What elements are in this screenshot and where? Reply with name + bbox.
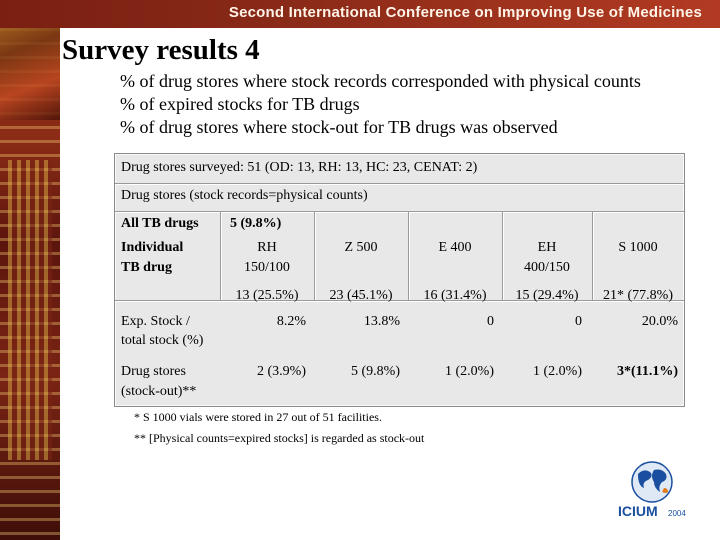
stockout-value: 5 (9.8%) — [351, 364, 400, 379]
logo-year: 2004 — [668, 509, 686, 518]
temple-pillar-image — [8, 160, 52, 460]
table-column-divider — [220, 212, 222, 300]
slide-title: Survey results 4 — [62, 34, 260, 66]
expired-label: Exp. Stock / — [121, 314, 190, 329]
records-value: 21* (77.8%) — [603, 288, 673, 303]
surveyed-row: Drug stores surveyed: 51 (OD: 13, RH: 13… — [121, 160, 478, 175]
all-tb-label: All TB drugs — [121, 216, 199, 231]
stockout-label: (stock-out)** — [121, 384, 197, 399]
drug-name: EH — [537, 240, 557, 255]
logo-text: ICIUM — [618, 503, 658, 519]
table-column-divider — [408, 212, 410, 300]
drug-dose: 400/150 — [524, 260, 570, 275]
individual-label: Individual — [121, 240, 184, 255]
table-column-divider — [502, 212, 504, 300]
records-header: Drug stores (stock records=physical coun… — [121, 188, 368, 203]
table-column-divider — [592, 212, 594, 300]
records-value: 23 (45.1%) — [329, 288, 393, 303]
table-column-divider — [314, 212, 316, 300]
drug-dose: 150/100 — [244, 260, 290, 275]
globe-icon: ICIUM 2004 — [618, 461, 686, 519]
icium-logo: ICIUM 2004 — [612, 460, 692, 522]
bullet-item: % of drug stores where stock-out for TB … — [120, 117, 558, 137]
expired-label: total stock (%) — [121, 333, 204, 348]
individual-label: TB drug — [121, 260, 172, 275]
stockout-label: Drug stores — [121, 364, 186, 379]
temple-decoration — [0, 0, 60, 540]
stockout-value: 1 (2.0%) — [533, 364, 582, 379]
footnote: * S 1000 vials were stored in 27 out of … — [134, 410, 382, 424]
table-divider — [115, 211, 684, 213]
stockout-value: 1 (2.0%) — [445, 364, 494, 379]
expired-value: 8.2% — [276, 314, 306, 329]
drug-name: Z 500 — [344, 240, 378, 255]
expired-value: 20.0% — [641, 314, 678, 329]
records-value: 15 (29.4%) — [515, 288, 579, 303]
footnote: ** [Physical counts=expired stocks] is r… — [134, 431, 425, 445]
conference-banner: Second International Conference on Impro… — [0, 0, 720, 28]
drug-name: S 1000 — [618, 240, 658, 255]
bullet-list: % of drug stores where stock records cor… — [120, 70, 641, 139]
results-table: Drug stores surveyed: 51 (OD: 13, RH: 13… — [114, 153, 685, 407]
stockout-value: 3*(11.1%) — [616, 364, 678, 379]
expired-value: 13.8% — [363, 314, 400, 329]
conference-title: Second International Conference on Impro… — [228, 4, 702, 21]
records-value: 13 (25.5%) — [235, 288, 299, 303]
drug-name: E 400 — [438, 240, 472, 255]
expired-value: 0 — [487, 314, 494, 329]
expired-value: 0 — [575, 314, 582, 329]
stockout-value: 2 (3.9%) — [257, 364, 306, 379]
drug-name: RH — [257, 240, 277, 255]
bullet-item: % of drug stores where stock records cor… — [120, 71, 641, 91]
table-divider — [115, 183, 684, 185]
bullet-item: % of expired stocks for TB drugs — [120, 94, 360, 114]
table-divider — [115, 300, 684, 302]
records-value: 16 (31.4%) — [423, 288, 487, 303]
all-tb-value: 5 (9.8%) — [230, 216, 282, 231]
